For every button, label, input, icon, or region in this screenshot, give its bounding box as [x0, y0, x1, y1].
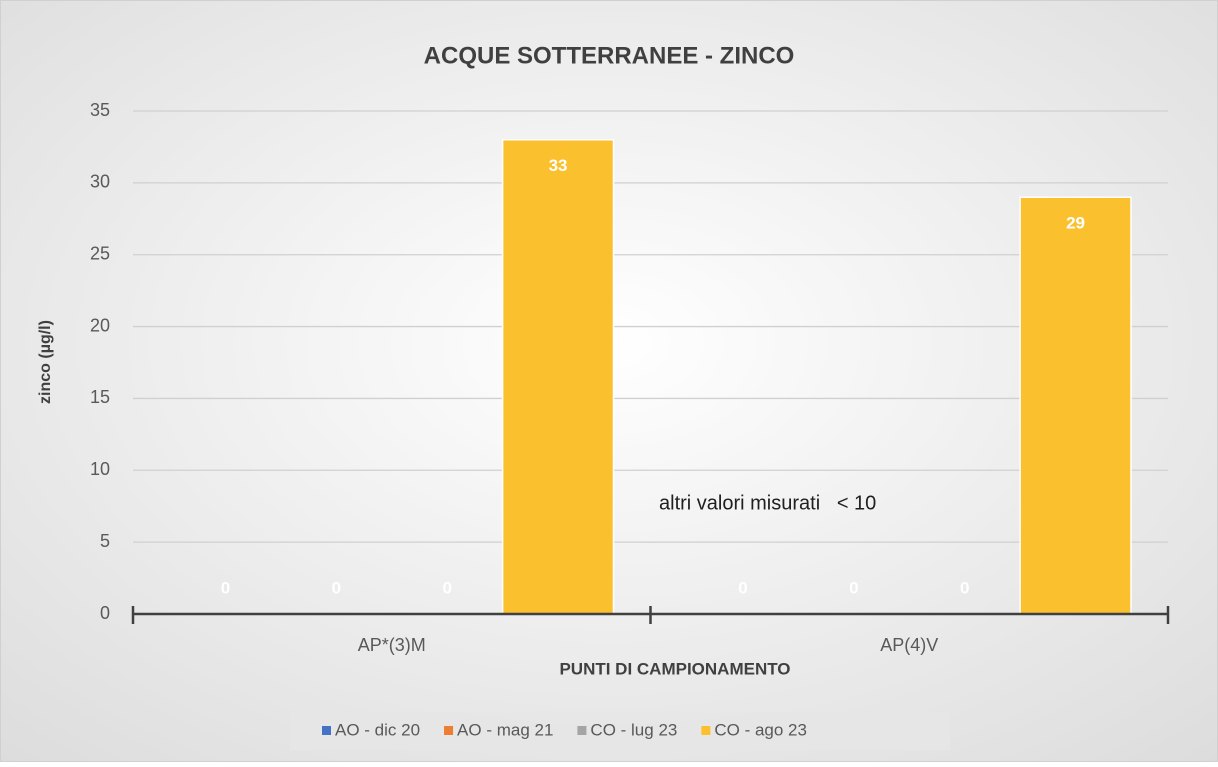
legend-label: CO - lug 23 — [590, 720, 677, 739]
legend-marker — [701, 726, 711, 735]
y-axis-title: zinco (µg/l) — [37, 320, 54, 404]
data-label: 0 — [849, 578, 858, 597]
data-label: 0 — [332, 578, 341, 597]
y-tick-label: 30 — [90, 172, 110, 192]
legend-marker — [322, 726, 331, 735]
annotation: altri valori misurati < 10 — [659, 492, 876, 514]
x-tick-label: AP*(3)M — [358, 635, 426, 655]
data-label: 0 — [221, 578, 230, 597]
y-tick-label: 0 — [100, 603, 110, 623]
legend-marker — [577, 726, 587, 735]
legend-marker — [444, 726, 454, 735]
y-tick-label: 20 — [90, 315, 110, 335]
bar — [501, 138, 615, 615]
y-tick-label: 25 — [90, 243, 110, 263]
y-tick-label: 5 — [100, 531, 110, 551]
data-label: 33 — [549, 156, 568, 175]
chart-title: ACQUE SOTTERRANEE - ZINCO — [424, 42, 795, 69]
legend-label: CO - ago 23 — [714, 720, 807, 739]
data-label: 29 — [1066, 214, 1085, 233]
x-axis-title: PUNTI DI CAMPIONAMENTO — [559, 659, 790, 678]
legend-label: AO - mag 21 — [457, 720, 553, 739]
data-label: 0 — [738, 578, 747, 597]
data-label: 0 — [442, 578, 451, 597]
y-tick-label: 35 — [90, 100, 110, 120]
legend-label: AO - dic 20 — [335, 720, 420, 739]
y-tick-label: 15 — [90, 387, 110, 407]
y-tick-label: 10 — [90, 459, 110, 479]
legend-background — [290, 712, 950, 750]
bar — [1019, 196, 1132, 615]
data-label: 0 — [960, 578, 969, 597]
x-tick-label: AP(4)V — [880, 635, 938, 655]
